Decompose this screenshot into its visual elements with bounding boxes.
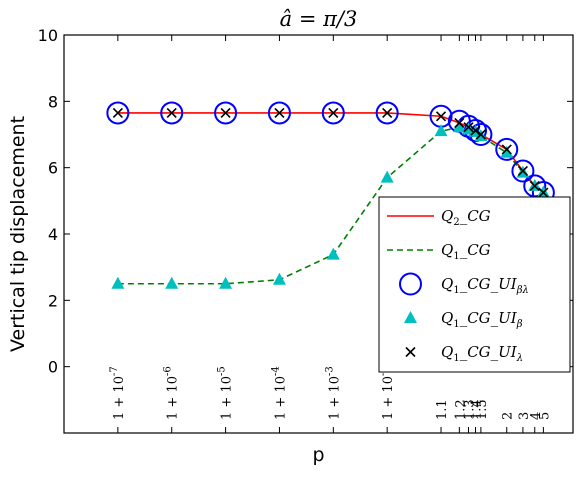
series-4-point-0 — [112, 107, 123, 119]
series-4-point-0-b — [112, 107, 123, 119]
series-3-point-5 — [380, 170, 394, 183]
legend-label-2: Q1_CG_UIβλ — [441, 275, 529, 296]
series-4-point-8 — [463, 122, 474, 133]
series-3-point-4 — [326, 247, 340, 260]
x-tick-label-14: 5 — [537, 412, 552, 420]
series-3-point-0 — [111, 276, 125, 289]
series-2-point-2 — [214, 101, 238, 125]
series-2-point-4 — [321, 101, 345, 125]
x-tick-label-9: 1.4 — [470, 399, 485, 420]
y-tick-label-4: 8 — [48, 92, 58, 111]
series-4-point-2-b — [220, 107, 231, 119]
legend: Q2_CG Q1_CG Q1_CG_UIβλ Q1_CG_UIβ Q1_CG_UIλ — [378, 196, 571, 373]
legend-label-0: Q2_CG — [441, 207, 491, 228]
series-4-point-8-b — [463, 122, 474, 133]
series-3-point-7 — [452, 120, 466, 133]
series-4-point-11 — [501, 144, 512, 155]
series-4-point-3 — [274, 107, 285, 119]
series-2-point-12 — [511, 159, 535, 183]
series-4-point-1 — [166, 107, 177, 119]
x-tick-label-1: 1 + 10-6 — [163, 366, 181, 420]
y-axis-title: Vertical tip displacement — [7, 116, 29, 352]
legend-swatch-4-b — [405, 346, 416, 358]
series-4-point-12 — [517, 165, 528, 177]
legend-label-1: Q1_CG — [441, 241, 491, 262]
series-4-point-9-b — [470, 125, 481, 136]
series-4-point-14-b — [538, 187, 549, 198]
x-tick-label-5: 1 + 10-2 — [378, 366, 396, 420]
series-3-point-6 — [434, 124, 448, 137]
series-4-point-13-b — [529, 180, 540, 191]
legend-box — [378, 196, 571, 373]
series-4-point-9 — [470, 125, 481, 136]
series-4-point-1-b — [166, 107, 177, 119]
y-tick-label-3: 6 — [48, 159, 58, 178]
series-3-point-3 — [272, 272, 286, 285]
series-2-point-11 — [495, 137, 519, 161]
series-4-point-3-b — [274, 107, 285, 119]
x-axis-title: p — [312, 444, 324, 466]
series-4-point-4 — [328, 107, 339, 119]
legend-swatch-4 — [405, 346, 416, 358]
x-tick-label-12: 3 — [517, 412, 532, 420]
x-tick-label-8: 1.3 — [463, 399, 478, 420]
series-2-point-1 — [160, 101, 184, 125]
series-2-point-13 — [523, 174, 547, 198]
chart-title: â = π/3 — [280, 7, 358, 31]
legend-swatch-3 — [404, 311, 417, 323]
legend-swatch-2 — [399, 272, 422, 296]
series-4-point-11-b — [501, 144, 512, 155]
x-tick-label-6: 1.1 — [435, 399, 450, 420]
x-tick-label-0: 1 + 10-7 — [109, 366, 127, 420]
series-4-point-4-b — [328, 107, 339, 119]
x-tick-label-3: 1 + 10-4 — [270, 366, 288, 420]
series-4-point-7 — [454, 117, 465, 128]
series-4-point-7-b — [454, 117, 465, 128]
series-4 — [112, 107, 549, 198]
y-tick-label-2: 4 — [48, 225, 58, 244]
series-3-point-1 — [165, 276, 179, 289]
series-3-point-2 — [219, 276, 233, 289]
series-3-point-11 — [500, 145, 514, 158]
series-4-point-13 — [529, 180, 540, 191]
series-2 — [106, 101, 555, 205]
series-4-point-12-b — [517, 165, 528, 177]
x-tick-label-2: 1 + 10-5 — [217, 366, 235, 420]
y-tick-label-1: 2 — [48, 291, 58, 310]
series-4-point-5-b — [382, 107, 393, 119]
series-4-point-6 — [435, 111, 447, 122]
x-tick-label-4: 1 + 10-3 — [324, 366, 342, 420]
legend-label-3: Q1_CG_UIβ — [441, 309, 523, 330]
series-2-point-0 — [106, 101, 130, 125]
x-tick-label-10: 1.5 — [475, 399, 490, 420]
y-tick-label-5: 10 — [38, 26, 58, 45]
series-4-point-6-b — [435, 111, 447, 122]
x-tick-label-13: 4 — [529, 412, 544, 420]
series-2-point-5 — [375, 101, 399, 125]
series-4-point-10-b — [475, 129, 486, 140]
legend-label-4: Q1_CG_UIλ — [441, 343, 523, 364]
y-tick-label-0: 0 — [48, 358, 58, 377]
series-2-point-3 — [267, 101, 291, 125]
x-tick-label-7: 1.2 — [453, 399, 468, 420]
series-4-point-10 — [475, 129, 486, 140]
series-4-point-2 — [220, 107, 231, 119]
series-4-point-14 — [538, 187, 549, 198]
series-4-point-5 — [382, 107, 393, 119]
x-tick-label-11: 2 — [501, 412, 516, 420]
